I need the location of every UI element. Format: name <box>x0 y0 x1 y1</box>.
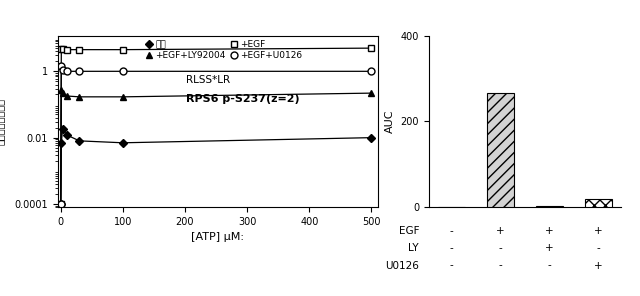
Text: +: + <box>545 226 554 236</box>
対照 <box>63 133 71 137</box>
+EGF+LY92004 <box>58 88 65 91</box>
対照 <box>76 139 83 143</box>
Text: -: - <box>449 226 453 236</box>
Text: -: - <box>499 243 502 253</box>
Text: LY: LY <box>408 243 419 253</box>
Legend: 対照, +EGF+LY92004, +EGF, +EGF+U0126: 対照, +EGF+LY92004, +EGF, +EGF+U0126 <box>145 40 302 60</box>
+EGF+U0126 <box>63 70 71 73</box>
Text: +: + <box>496 226 504 236</box>
+EGF <box>59 48 67 51</box>
Line: +EGF+LY92004: +EGF+LY92004 <box>57 86 375 207</box>
X-axis label: [ATP] μM:: [ATP] μM: <box>191 232 244 242</box>
+EGF+LY92004 <box>59 91 67 95</box>
Bar <box>536 206 563 207</box>
Text: -: - <box>499 260 502 271</box>
+EGF+U0126 <box>367 70 375 73</box>
+EGF <box>367 46 375 50</box>
Text: -: - <box>449 260 453 271</box>
+EGF <box>76 48 83 52</box>
+EGF+LY92004 <box>119 95 127 99</box>
+EGF+LY92004 <box>76 95 83 99</box>
Text: RPS6 p-S237(z=2): RPS6 p-S237(z=2) <box>186 94 300 104</box>
対照 <box>367 136 375 139</box>
Text: U0126: U0126 <box>385 260 419 271</box>
Text: -: - <box>547 260 551 271</box>
Line: +EGF+U0126: +EGF+U0126 <box>57 63 375 207</box>
Text: EGF: EGF <box>399 226 419 236</box>
Text: +: + <box>594 226 603 236</box>
+EGF <box>63 48 71 52</box>
対照 <box>57 202 65 206</box>
+EGF <box>58 47 65 51</box>
対照 <box>58 141 65 144</box>
対照 <box>59 127 67 131</box>
Text: 規格化された活性: 規格化された活性 <box>0 98 5 145</box>
+EGF+LY92004 <box>63 94 71 98</box>
Bar <box>486 94 514 207</box>
Y-axis label: AUC: AUC <box>385 110 395 133</box>
Text: -: - <box>449 243 453 253</box>
対照 <box>119 141 127 144</box>
Text: -: - <box>596 243 600 253</box>
+EGF <box>57 202 65 206</box>
Text: RLSS*LR: RLSS*LR <box>186 75 230 85</box>
+EGF+U0126 <box>57 202 65 206</box>
+EGF+U0126 <box>58 65 65 68</box>
Line: 対照: 対照 <box>58 126 374 207</box>
+EGF+LY92004 <box>367 91 375 95</box>
Text: +: + <box>594 260 603 271</box>
Text: +: + <box>545 243 554 253</box>
Bar <box>585 200 612 207</box>
+EGF+LY92004 <box>57 202 65 206</box>
+EGF+U0126 <box>59 68 67 72</box>
+EGF+U0126 <box>76 70 83 73</box>
+EGF <box>119 48 127 52</box>
+EGF+U0126 <box>119 70 127 73</box>
Line: +EGF: +EGF <box>58 45 374 207</box>
